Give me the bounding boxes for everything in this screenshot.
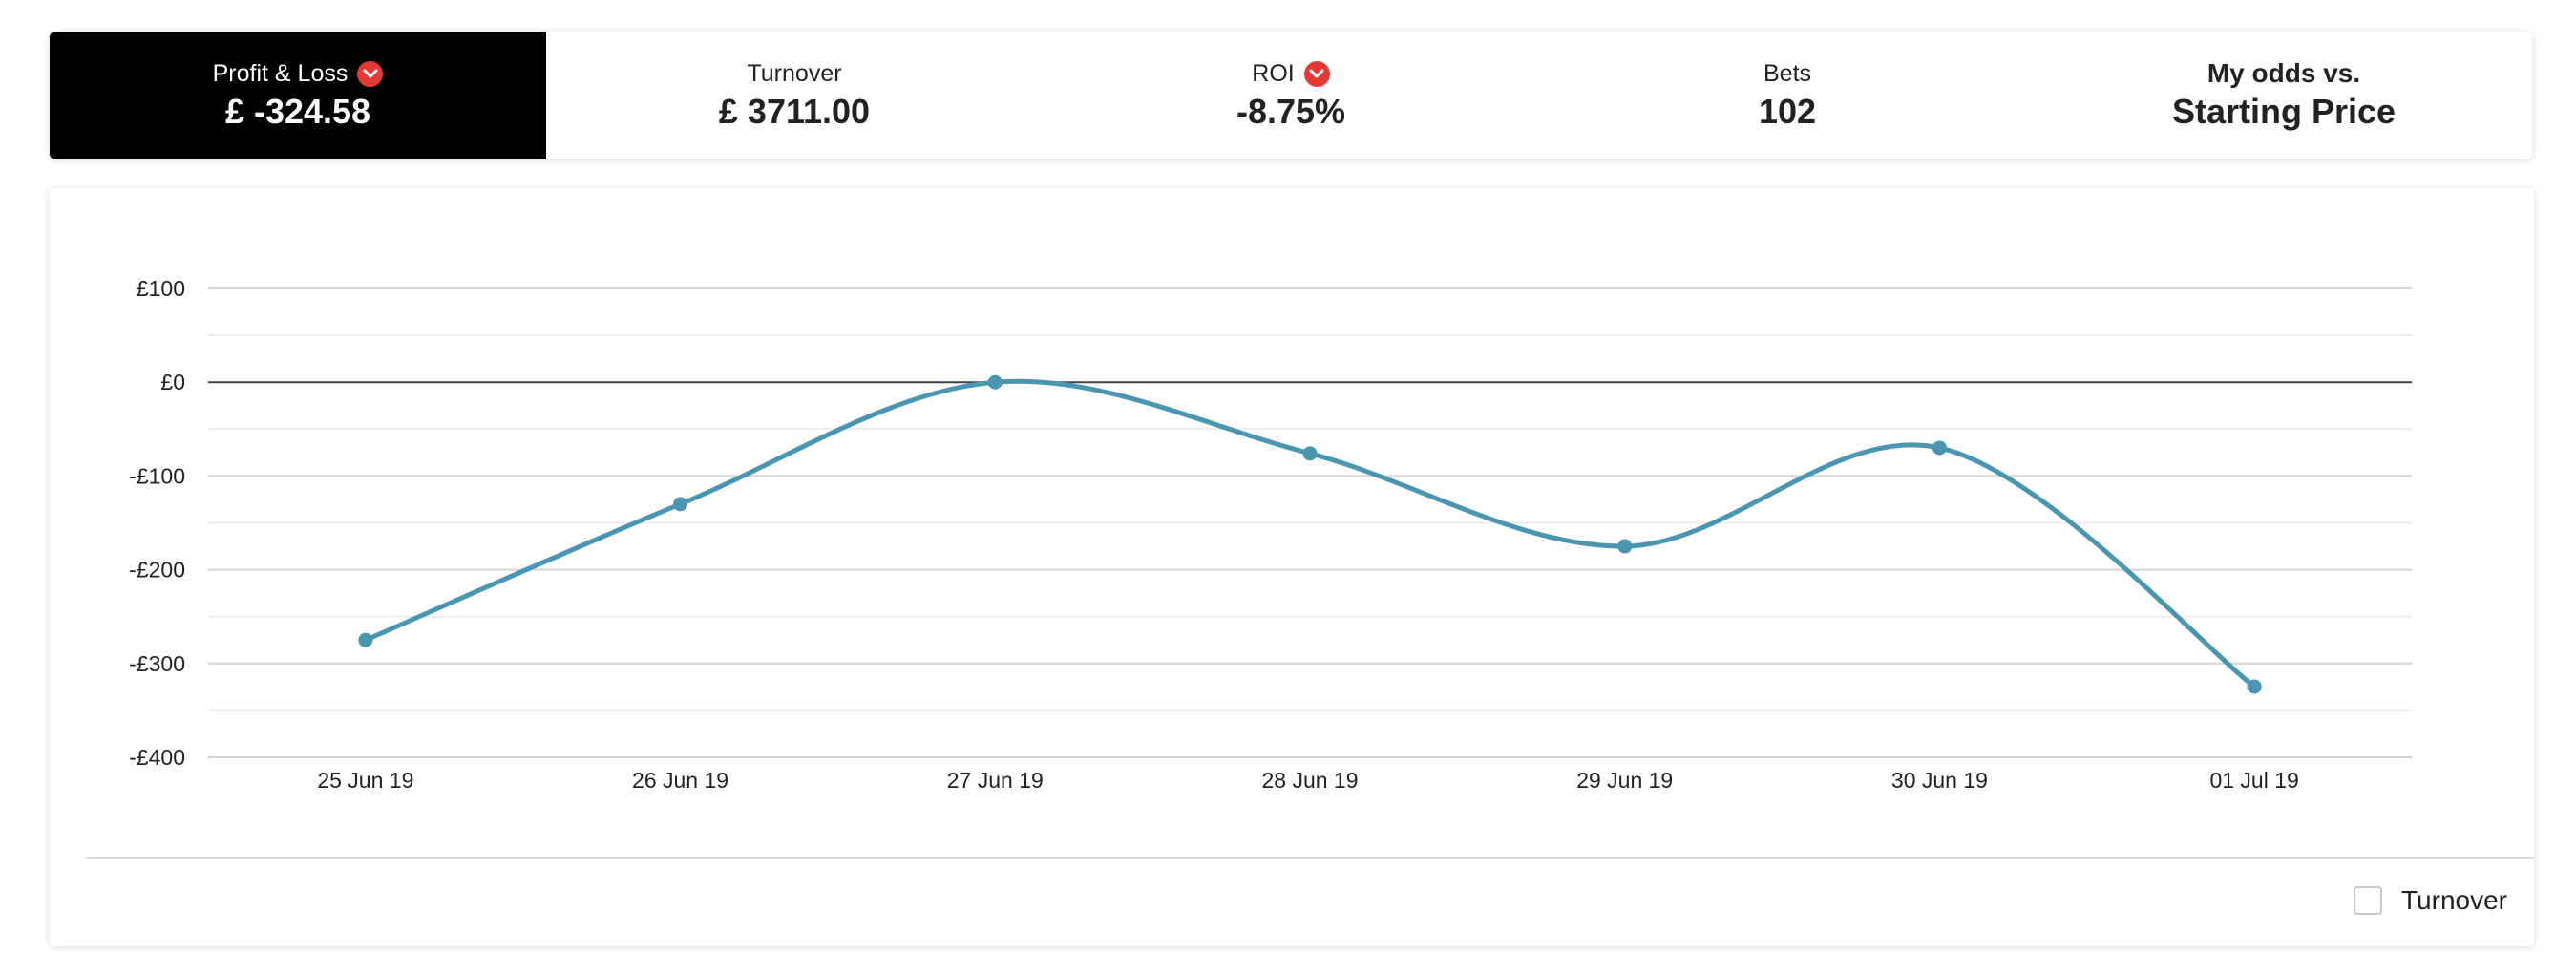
turnover-checkbox[interactable] — [2353, 886, 2382, 915]
tab-roi[interactable]: ROI -8.75% — [1043, 32, 1539, 159]
x-tick-label: 28 Jun 19 — [1261, 768, 1358, 793]
x-tick-label: 25 Jun 19 — [317, 768, 413, 793]
y-tick-label: -£400 — [129, 745, 185, 770]
profit-loss-chart: £100 £0 -£100 -£200 -£300 -£400 25 Jun 19 26 Ju… — [129, 276, 2412, 793]
tab-value: 102 — [1758, 92, 1817, 131]
data-point[interactable] — [2247, 679, 2262, 694]
series-line — [364, 378, 2256, 689]
y-tick-label: £100 — [137, 276, 185, 301]
tab-label: My odds vs. — [2207, 58, 2360, 89]
y-tick-label: -£100 — [129, 463, 185, 488]
tab-label-text: Turnover — [747, 60, 842, 87]
tab-label: ROI — [1252, 58, 1330, 89]
tab-turnover[interactable]: Turnover £ 3711.00 — [546, 32, 1043, 159]
data-point[interactable] — [1302, 446, 1318, 461]
tab-label: Bets — [1763, 58, 1811, 89]
y-tick-label: £0 — [160, 370, 185, 394]
x-tick-label: 30 Jun 19 — [1891, 768, 1988, 793]
tab-value: Starting Price — [2171, 92, 2397, 131]
data-point[interactable] — [987, 374, 1003, 390]
y-tick-label: -£300 — [129, 651, 185, 676]
tab-label: Turnover — [747, 58, 841, 89]
tab-label-text: Bets — [1763, 60, 1812, 87]
x-tick-label: 26 Jun 19 — [632, 768, 728, 793]
tab-label-text: ROI — [1252, 60, 1295, 87]
legend-divider — [86, 857, 2534, 859]
tab-odds-vs-sp[interactable]: My odds vs. Starting Price — [2036, 32, 2532, 159]
tab-label-text: My odds vs. — [2206, 58, 2361, 88]
tab-profit-loss[interactable]: Profit & Loss £ -324.58 — [50, 32, 546, 159]
chevron-down-circle-icon[interactable] — [357, 60, 384, 87]
tab-label-text: Profit & Loss — [212, 60, 348, 87]
data-point[interactable] — [1932, 440, 1947, 456]
tab-value: £ 3711.00 — [718, 92, 871, 131]
chevron-down-circle-icon[interactable] — [1303, 60, 1330, 87]
data-point[interactable] — [358, 632, 373, 647]
x-tick-label: 29 Jun 19 — [1576, 768, 1673, 793]
summary-tabs: Profit & Loss £ -324.58 Turnover £ 3711.… — [50, 32, 2532, 159]
chart-panel: £100 £0 -£100 -£200 -£300 -£400 25 Jun 19 26 Ju… — [50, 188, 2534, 946]
tab-value: -8.75% — [1235, 92, 1346, 131]
legend-turnover-toggle[interactable]: Turnover — [2353, 885, 2507, 916]
tab-value: £ -324.58 — [224, 92, 371, 131]
y-tick-label: -£200 — [129, 558, 185, 583]
data-point[interactable] — [673, 497, 688, 512]
x-tick-label: 27 Jun 19 — [947, 768, 1044, 793]
data-point[interactable] — [1617, 539, 1633, 554]
legend-label: Turnover — [2400, 885, 2507, 915]
tab-bets[interactable]: Bets 102 — [1539, 32, 2036, 159]
tab-label: Profit & Loss — [213, 58, 384, 89]
x-tick-label: 01 Jul 19 — [2209, 768, 2298, 793]
